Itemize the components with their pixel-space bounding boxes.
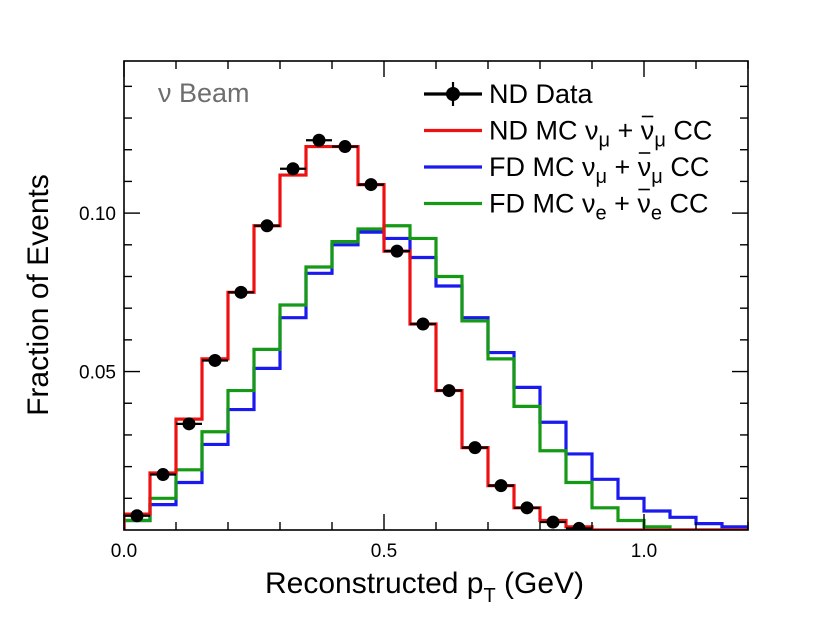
series-layer bbox=[124, 133, 748, 530]
ticks-layer bbox=[123, 61, 749, 530]
legend-label-part: μ bbox=[654, 130, 666, 152]
legend-label-part: μ bbox=[595, 166, 607, 188]
x-tick-label: 0.5 bbox=[371, 541, 397, 562]
data-point bbox=[156, 468, 170, 482]
x-axis-title-sub: T bbox=[483, 585, 495, 607]
data-point bbox=[494, 479, 508, 493]
legend-label-part: CC bbox=[663, 152, 710, 182]
series-fd-mc-nue-line bbox=[124, 224, 748, 530]
legend-label-part: FD MC ν bbox=[489, 152, 595, 182]
legend-label-part: ND Data bbox=[489, 79, 594, 109]
data-point bbox=[312, 133, 326, 147]
data-point bbox=[286, 162, 300, 176]
legend-label: ND MC νμ + νμ CC bbox=[489, 116, 712, 152]
legend-label: ND Data bbox=[489, 79, 594, 109]
legend-label-part: CC bbox=[662, 189, 709, 219]
data-point bbox=[364, 178, 378, 192]
data-point bbox=[442, 384, 456, 398]
beam-annotation: ν Beam bbox=[158, 78, 250, 108]
data-point bbox=[546, 515, 560, 529]
data-point bbox=[234, 285, 248, 299]
x-axis-title-unit: (GeV) bbox=[496, 567, 584, 600]
legend-label-part: + ν bbox=[610, 116, 654, 146]
legend-label-part: FD MC ν bbox=[489, 189, 595, 219]
legend-swatch-marker bbox=[446, 87, 460, 101]
data-point bbox=[572, 521, 586, 530]
x-tick-label: 1.0 bbox=[631, 541, 657, 562]
legend-label-part: μ bbox=[599, 130, 611, 152]
legend-label-part: e bbox=[651, 203, 662, 225]
data-point bbox=[182, 417, 196, 431]
legend-label-part: e bbox=[595, 203, 606, 225]
legend-label-part: CC bbox=[666, 116, 713, 146]
legend-label: FD MC νe + νe CC bbox=[489, 189, 709, 225]
x-axis-title: Reconstructed pT (GeV) bbox=[265, 567, 584, 607]
data-point bbox=[390, 244, 404, 258]
data-point bbox=[416, 317, 430, 331]
data-point bbox=[520, 501, 534, 515]
legend-label-part: + ν bbox=[607, 152, 651, 182]
legend-label-part: + ν bbox=[607, 189, 651, 219]
data-point bbox=[260, 219, 274, 233]
data-point bbox=[338, 140, 352, 154]
data-point bbox=[208, 353, 222, 367]
x-tick-label: 0.0 bbox=[111, 541, 137, 562]
legend-label-part: ND MC ν bbox=[489, 116, 599, 146]
data-point bbox=[468, 441, 482, 455]
y-tick-label: 0.10 bbox=[79, 204, 116, 225]
y-tick-label: 0.05 bbox=[79, 363, 116, 384]
y-axis-title: Fraction of Events bbox=[22, 174, 55, 416]
legend-label-part: μ bbox=[651, 166, 663, 188]
legend-label: FD MC νμ + νμ CC bbox=[489, 152, 709, 188]
x-axis-title-main: Reconstructed p bbox=[265, 567, 483, 600]
data-point bbox=[130, 509, 144, 523]
